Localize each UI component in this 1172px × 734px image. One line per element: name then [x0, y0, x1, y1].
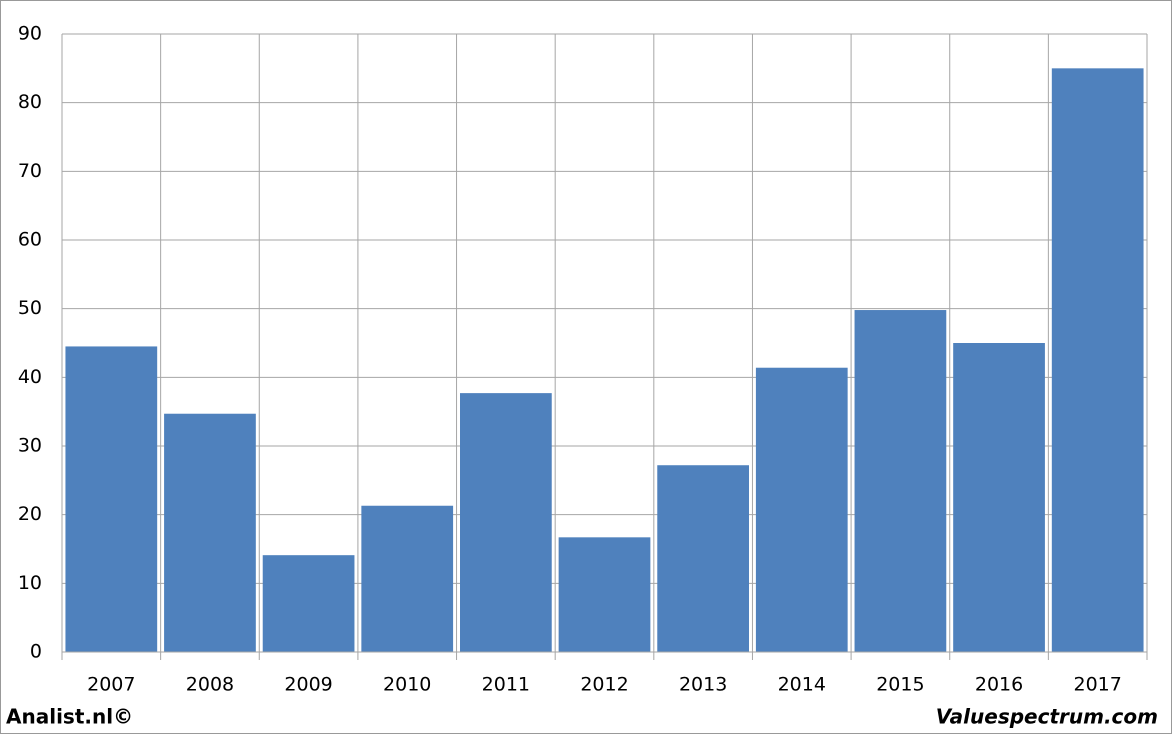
x-tick-label: 2010: [383, 674, 431, 696]
bar: [459, 393, 552, 652]
y-tick-label: 40: [18, 366, 42, 388]
x-tick-label: 2012: [580, 674, 628, 696]
x-tick-label: 2008: [186, 674, 234, 696]
x-tick-label: 2017: [1074, 674, 1122, 696]
footer-right: Valuespectrum.com: [936, 705, 1158, 729]
y-tick-label: 20: [18, 503, 42, 525]
bar: [262, 555, 355, 652]
y-tick-label: 80: [18, 91, 42, 113]
y-tick-label: 30: [18, 435, 42, 457]
bar: [953, 343, 1045, 652]
y-tick-label: 60: [18, 229, 42, 251]
y-tick-label: 10: [18, 572, 42, 594]
footer-left: Analist.nl©: [6, 705, 133, 729]
bar: [1051, 68, 1144, 653]
bar: [164, 413, 256, 652]
bar: [361, 505, 454, 652]
y-tick-label: 0: [30, 641, 42, 663]
x-tick-label: 2009: [284, 674, 332, 696]
y-tick-label: 50: [18, 297, 42, 319]
x-tick-label: 2011: [482, 674, 530, 696]
bar: [755, 367, 848, 652]
x-tick-label: 2013: [679, 674, 727, 696]
x-tick-label: 2015: [876, 674, 924, 696]
bar: [854, 310, 947, 652]
x-tick-label: 2007: [87, 674, 135, 696]
y-tick-label: 90: [18, 23, 42, 45]
x-tick-label: 2014: [778, 674, 826, 696]
bar: [65, 346, 158, 652]
bar: [657, 465, 750, 652]
x-tick-label: 2016: [975, 674, 1023, 696]
y-tick-label: 70: [18, 160, 42, 182]
bar: [558, 537, 651, 652]
